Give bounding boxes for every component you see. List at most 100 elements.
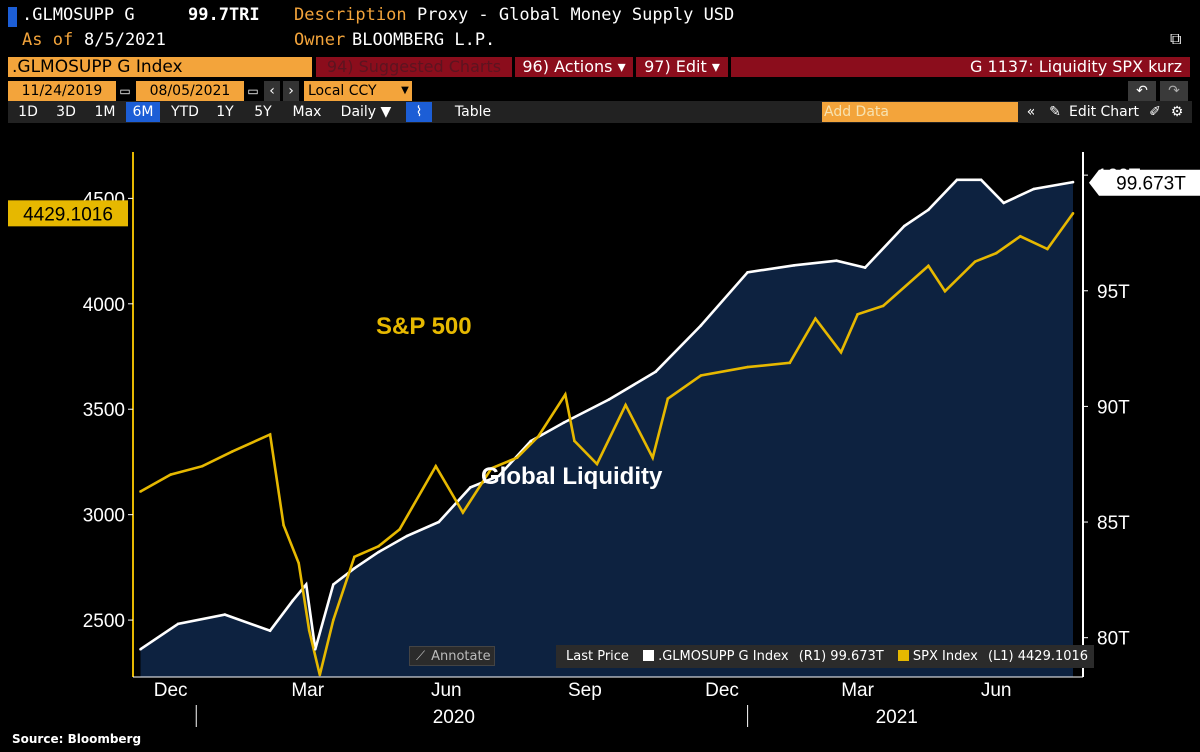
right-tick-label: 90T [1097,397,1130,418]
spx-point [515,456,519,460]
x-tick-label: Mar [291,680,324,701]
period-ytd[interactable]: YTD [171,104,199,120]
liquidity-point [863,266,867,269]
popout-icon[interactable]: ⧉ [1170,29,1182,48]
legend-prefix: Last Price [566,649,629,664]
legend-value-glm: 99.673T [830,649,884,664]
x-tick-label: Jun [981,680,1012,701]
annotate-button[interactable]: ⟋ Annotate [409,646,495,666]
spx-last-value: 4429.1016 [23,204,113,225]
add-data-input[interactable]: Add Data [822,102,1018,122]
line-chart-icon[interactable]: ⌇ [406,102,432,122]
period-6m[interactable]: 6M [126,102,160,122]
period-1d[interactable]: 1D [18,104,38,120]
spx-point [651,456,654,460]
legend-name-glm: .GLMOSUPP G Index [658,649,789,664]
liquidity-point [304,583,308,586]
spx-point [666,397,670,400]
year-label: 2020 [433,707,475,728]
spx-point [1046,247,1049,251]
start-date-input[interactable]: 11/24/2019 [8,81,116,101]
suggested-charts-button[interactable]: 94) Suggested Charts [316,57,512,77]
annotate-label: Annotate [431,649,491,664]
liquidity-point [746,270,749,274]
spx-point [973,260,977,263]
liquidity-point [437,520,441,524]
spx-annotation: S&P 500 [376,313,472,340]
actions-menu[interactable]: 96) Actions ▾ [515,57,633,77]
last-price: 99.7TRI [188,5,260,25]
spx-point [536,435,540,438]
spx-point [839,351,843,354]
redo-button[interactable]: ↷ [1160,81,1188,101]
undo-button[interactable]: ↶ [1128,81,1156,101]
right-tick-label: 85T [1097,513,1130,534]
liquidity-point [353,566,356,570]
legend: Last Price .GLMOSUPP G Index (R1) 99.673… [556,645,1094,668]
collapse-icon[interactable]: « [1026,104,1036,120]
ticker: .GLMOSUPP G [22,5,135,25]
period-max[interactable]: Max [292,104,322,120]
pencil-icon[interactable]: ✎ [1049,104,1061,120]
end-calendar-icon[interactable]: ▭ [247,84,259,98]
spx-point [297,561,300,565]
description-value: Proxy - Global Money Supply USD [417,5,735,25]
period-5y[interactable]: 5Y [254,104,272,120]
ticker-color-marker [8,7,17,27]
glm-last-value: 99.673T [1116,174,1186,195]
left-tick-label: 4000 [83,295,125,316]
spx-point [943,289,947,293]
asof-label: As of [22,30,74,50]
x-tick-label: Dec [705,680,739,701]
liquidity-area [140,179,1073,678]
spx-point [318,673,322,677]
liquidity-point [268,629,272,633]
spx-point [624,403,627,407]
period-1m[interactable]: 1M [94,104,116,120]
spx-point [1071,212,1075,215]
chevron-down-icon[interactable]: ▼ [398,81,412,101]
liquidity-point [332,583,335,586]
liquidity-point [377,550,380,554]
x-tick-label: Mar [841,680,874,701]
legend-axis-glm: (R1) [798,649,827,664]
spx-point [282,523,285,527]
end-date-input[interactable]: 08/05/2021 [136,81,244,101]
year-label: 2021 [876,707,918,728]
prev-period-button[interactable]: ‹ [264,81,280,101]
spx-last-value-tag [8,200,128,227]
edit-menu[interactable]: 97) Edit ▾ [636,57,728,77]
liquidity-point [979,178,983,182]
gear-icon[interactable]: ⚙ [1170,104,1184,120]
currency-select[interactable]: Local CCY [304,81,398,101]
security-field[interactable]: .GLMOSUPP G Index [8,57,312,77]
spx-point [377,544,380,548]
liquidity-point [1002,201,1006,205]
liquidity-annotation: Global Liquidity [481,463,663,490]
spx-point [746,365,749,369]
spx-point [814,317,817,320]
edit-chart-button[interactable]: Edit Chart [1068,104,1140,120]
spx-point [1018,235,1022,238]
period-3d[interactable]: 3D [56,104,76,120]
spx-point [268,433,272,436]
spx-point [307,629,311,632]
liquidity-point [835,259,838,263]
frequency-select[interactable]: Daily ▼ [340,104,392,120]
spx-point [788,361,792,365]
period-1y[interactable]: 1Y [216,104,234,120]
spx-line [139,212,1075,676]
legend-swatch-glm [643,650,655,661]
pencil-icon: ⟋ [416,649,426,664]
liquidity-point [405,534,409,538]
table-button[interactable]: Table [454,104,492,120]
sticky-note-icon[interactable]: ✐ [1149,104,1161,120]
start-calendar-icon[interactable]: ▭ [119,84,131,98]
spx-point [881,304,885,308]
next-period-button[interactable]: › [283,81,299,101]
liquidity-point [313,647,317,651]
liquidity-point [927,208,930,212]
left-tick-label: 3000 [83,506,125,527]
x-tick-label: Dec [154,680,188,701]
